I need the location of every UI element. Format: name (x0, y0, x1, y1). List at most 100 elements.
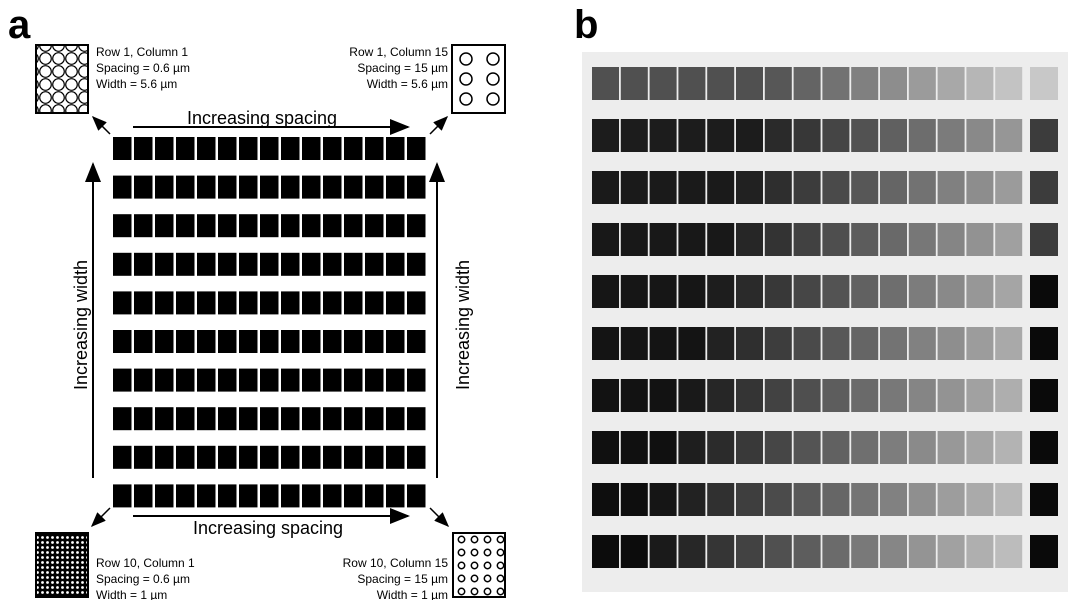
photo-square (880, 119, 907, 152)
photo-square (938, 431, 965, 464)
photo-square (650, 275, 677, 308)
photo-square (822, 535, 849, 568)
square (302, 176, 321, 199)
square (155, 214, 174, 237)
square (407, 253, 426, 276)
photo-square (765, 119, 792, 152)
square (197, 484, 216, 507)
photo-square (678, 327, 705, 360)
photo-square (650, 535, 677, 568)
photo-square (880, 275, 907, 308)
photo-square (995, 275, 1022, 308)
square (218, 291, 237, 314)
square (281, 137, 300, 160)
photo-square (707, 67, 734, 100)
square (113, 176, 132, 199)
photo-square (650, 223, 677, 256)
photo-square (794, 327, 821, 360)
photo-square (765, 171, 792, 204)
annotation-text: Width = 5.6 µm (367, 77, 448, 91)
photo-square (765, 327, 792, 360)
photo-square (707, 535, 734, 568)
photo-square (966, 223, 993, 256)
photo-square (966, 483, 993, 516)
photo-square (880, 431, 907, 464)
arrow-label: Increasing spacing (187, 108, 337, 128)
photo-square (707, 275, 734, 308)
square (113, 291, 132, 314)
square (365, 214, 384, 237)
photo-square (938, 379, 965, 412)
photo-square (822, 483, 849, 516)
square (407, 214, 426, 237)
photo-square (880, 171, 907, 204)
square (197, 446, 216, 469)
photo-square (794, 483, 821, 516)
square (323, 291, 342, 314)
photo-square (794, 379, 821, 412)
annotation-text: Row 10, Column 1 (96, 556, 195, 570)
square (260, 291, 279, 314)
square (197, 137, 216, 160)
square (365, 446, 384, 469)
pattern-icon (36, 45, 88, 113)
photo-square (794, 67, 821, 100)
square (176, 214, 195, 237)
photo-square (851, 67, 878, 100)
square (260, 176, 279, 199)
square (323, 137, 342, 160)
photo-square (938, 535, 965, 568)
photo-square (736, 119, 763, 152)
photo-square (794, 535, 821, 568)
photo-square (592, 379, 619, 412)
square (197, 407, 216, 430)
square (113, 253, 132, 276)
photo-square (880, 327, 907, 360)
photo-square (851, 535, 878, 568)
square (386, 176, 405, 199)
photo-square (938, 327, 965, 360)
photo-square (592, 171, 619, 204)
photo-square (707, 223, 734, 256)
photo-square (765, 535, 792, 568)
square (344, 446, 363, 469)
photo-square (1030, 67, 1058, 100)
photo-square (736, 535, 763, 568)
square (134, 291, 153, 314)
photo-square (736, 431, 763, 464)
square (239, 176, 258, 199)
square (218, 176, 237, 199)
photo-square (650, 171, 677, 204)
square (176, 291, 195, 314)
photo-square (678, 483, 705, 516)
photo-square (736, 223, 763, 256)
square (407, 407, 426, 430)
square (218, 407, 237, 430)
annotation-text: Row 10, Column 15 (343, 556, 449, 570)
square (197, 330, 216, 353)
square (281, 176, 300, 199)
square (386, 330, 405, 353)
square (239, 407, 258, 430)
photo-square (736, 327, 763, 360)
photo-square (995, 483, 1022, 516)
photo-square (822, 431, 849, 464)
photo-square (909, 379, 936, 412)
square (365, 407, 384, 430)
photo-square (707, 431, 734, 464)
square (323, 214, 342, 237)
square (176, 446, 195, 469)
square (134, 176, 153, 199)
photo-square (678, 535, 705, 568)
panel-label: b (574, 3, 598, 47)
photo-square (736, 171, 763, 204)
square (260, 330, 279, 353)
square (407, 176, 426, 199)
square (344, 407, 363, 430)
square (176, 484, 195, 507)
square (113, 484, 132, 507)
square (281, 369, 300, 392)
photo-square (966, 119, 993, 152)
photo-square (592, 483, 619, 516)
square (323, 253, 342, 276)
